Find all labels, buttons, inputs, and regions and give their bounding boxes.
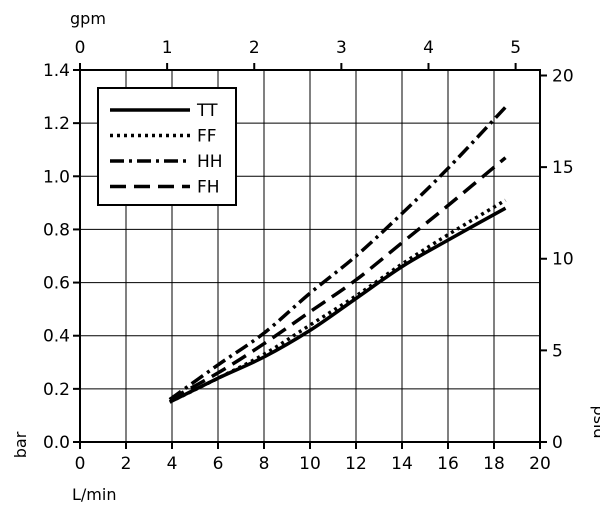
- x-axis-title: L/min: [72, 485, 116, 504]
- series-line-hh: [168, 106, 507, 401]
- series-line-ff: [168, 198, 507, 404]
- legend-label-fh: FH: [197, 178, 220, 198]
- x2-axis-title: gpm: [70, 9, 106, 28]
- x-tick-label: 2: [121, 454, 132, 474]
- x2-tick-label: 3: [336, 38, 347, 58]
- y-tick-label: 0.8: [43, 220, 70, 240]
- x-tick-label: 14: [391, 454, 413, 474]
- x2-tick-label: 4: [423, 38, 434, 58]
- x-tick-label: 8: [259, 454, 270, 474]
- y2-axis-title: psid: [590, 405, 600, 438]
- x2-tick-label: 5: [510, 38, 521, 58]
- y-tick-label: 0.4: [43, 327, 70, 347]
- x-tick-label: 16: [437, 454, 459, 474]
- y-tick-label: 1.0: [43, 167, 70, 187]
- series-line-fh: [168, 156, 507, 402]
- y2-tick-label: 0: [552, 433, 563, 453]
- y-tick-label: 1.4: [43, 61, 70, 81]
- legend: TT FF HH FH: [97, 87, 237, 206]
- y-tick-label: 1.2: [43, 114, 70, 134]
- y2-tick-label: 20: [552, 66, 574, 86]
- y-tick-label: 0.2: [43, 380, 70, 400]
- y-axis-title: bar: [11, 431, 30, 458]
- x2-tick-label: 1: [162, 38, 173, 58]
- tick-labels: 0 2 4 6 8 10 12 14 16 18 200.00.20.40.60.81.01.21.…: [43, 38, 574, 474]
- x-tick-label: 18: [483, 454, 505, 474]
- x-tick-label: 4: [167, 454, 178, 474]
- x-tick-label: 20: [529, 454, 551, 474]
- legend-label-ff: FF: [197, 127, 217, 147]
- x2-tick-label: 2: [249, 38, 260, 58]
- y-tick-label: 0.6: [43, 274, 70, 294]
- y-tick-label: 0.0: [43, 433, 70, 453]
- x2-tick-label: 0: [75, 38, 86, 58]
- x-tick-label: 10: [299, 454, 321, 474]
- x-tick-label: 12: [345, 454, 367, 474]
- y2-tick-label: 15: [552, 158, 574, 178]
- series-line-tt: [168, 206, 507, 404]
- x-tick-label: 6: [213, 454, 224, 474]
- tick-group: [73, 63, 547, 449]
- y2-tick-label: 5: [552, 341, 563, 361]
- legend-label-hh: HH: [197, 152, 223, 172]
- legend-label-tt: TT: [196, 101, 218, 121]
- series-group: [168, 106, 507, 404]
- x-tick-label: 0: [75, 454, 86, 474]
- y2-tick-label: 10: [552, 250, 574, 270]
